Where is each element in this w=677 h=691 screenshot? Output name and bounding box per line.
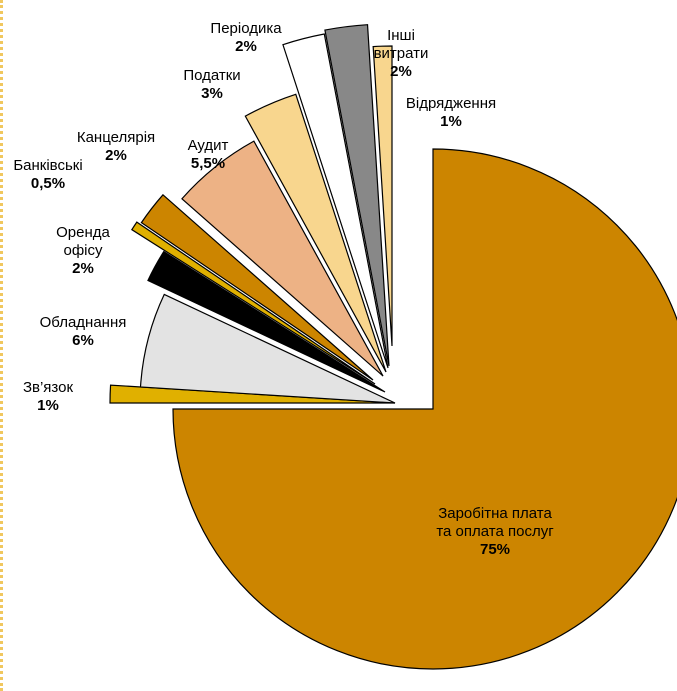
- slice-value-4: 0,5%: [31, 175, 65, 192]
- slice-value-2: 6%: [72, 332, 94, 349]
- pie-slice-10: [372, 45, 393, 347]
- slice-name-1-0: Зв’язок: [23, 379, 74, 396]
- slice-value-10: 1%: [440, 113, 462, 130]
- slice-value-6: 5,5%: [191, 155, 225, 172]
- slice-name-4-0: Банківські: [13, 157, 82, 174]
- slice-name-0-0: Заробітна плата: [438, 505, 552, 522]
- pie-slice-0: [172, 148, 677, 670]
- slice-name-8-0: Періодика: [210, 20, 282, 37]
- slice-name-3-1: офісу: [63, 242, 103, 259]
- slice-name-10-0: Відрядження: [406, 95, 496, 112]
- slice-value-7: 3%: [201, 85, 223, 102]
- slice-name-6-0: Аудит: [188, 137, 229, 154]
- slice-value-3: 2%: [72, 260, 94, 277]
- pie-slice-6: [181, 140, 384, 377]
- slice-value-0: 75%: [480, 541, 510, 558]
- pie-slice-7: [244, 93, 387, 373]
- slice-name-9-1: витрати: [374, 45, 429, 62]
- slice-value-5: 2%: [105, 147, 127, 164]
- pie-slice-9: [324, 24, 390, 367]
- pie-slice-2: [139, 293, 396, 404]
- slice-value-8: 2%: [235, 38, 257, 55]
- slice-name-9-0: Інші: [387, 27, 415, 44]
- slice-value-1: 1%: [37, 397, 59, 414]
- pie-slice-8: [282, 33, 389, 369]
- slice-name-5-0: Канцелярія: [77, 129, 155, 146]
- pie-slice-4: [131, 221, 376, 385]
- slice-name-3-0: Оренда: [56, 224, 110, 241]
- pie-slice-3: [147, 250, 386, 393]
- slice-name-0-1: та оплата послуг: [436, 523, 554, 540]
- slice-value-9: 2%: [390, 63, 412, 80]
- pie-slice-5: [140, 193, 374, 381]
- slice-name-2-0: Обладнання: [40, 314, 127, 331]
- slice-name-7-0: Податки: [183, 67, 240, 84]
